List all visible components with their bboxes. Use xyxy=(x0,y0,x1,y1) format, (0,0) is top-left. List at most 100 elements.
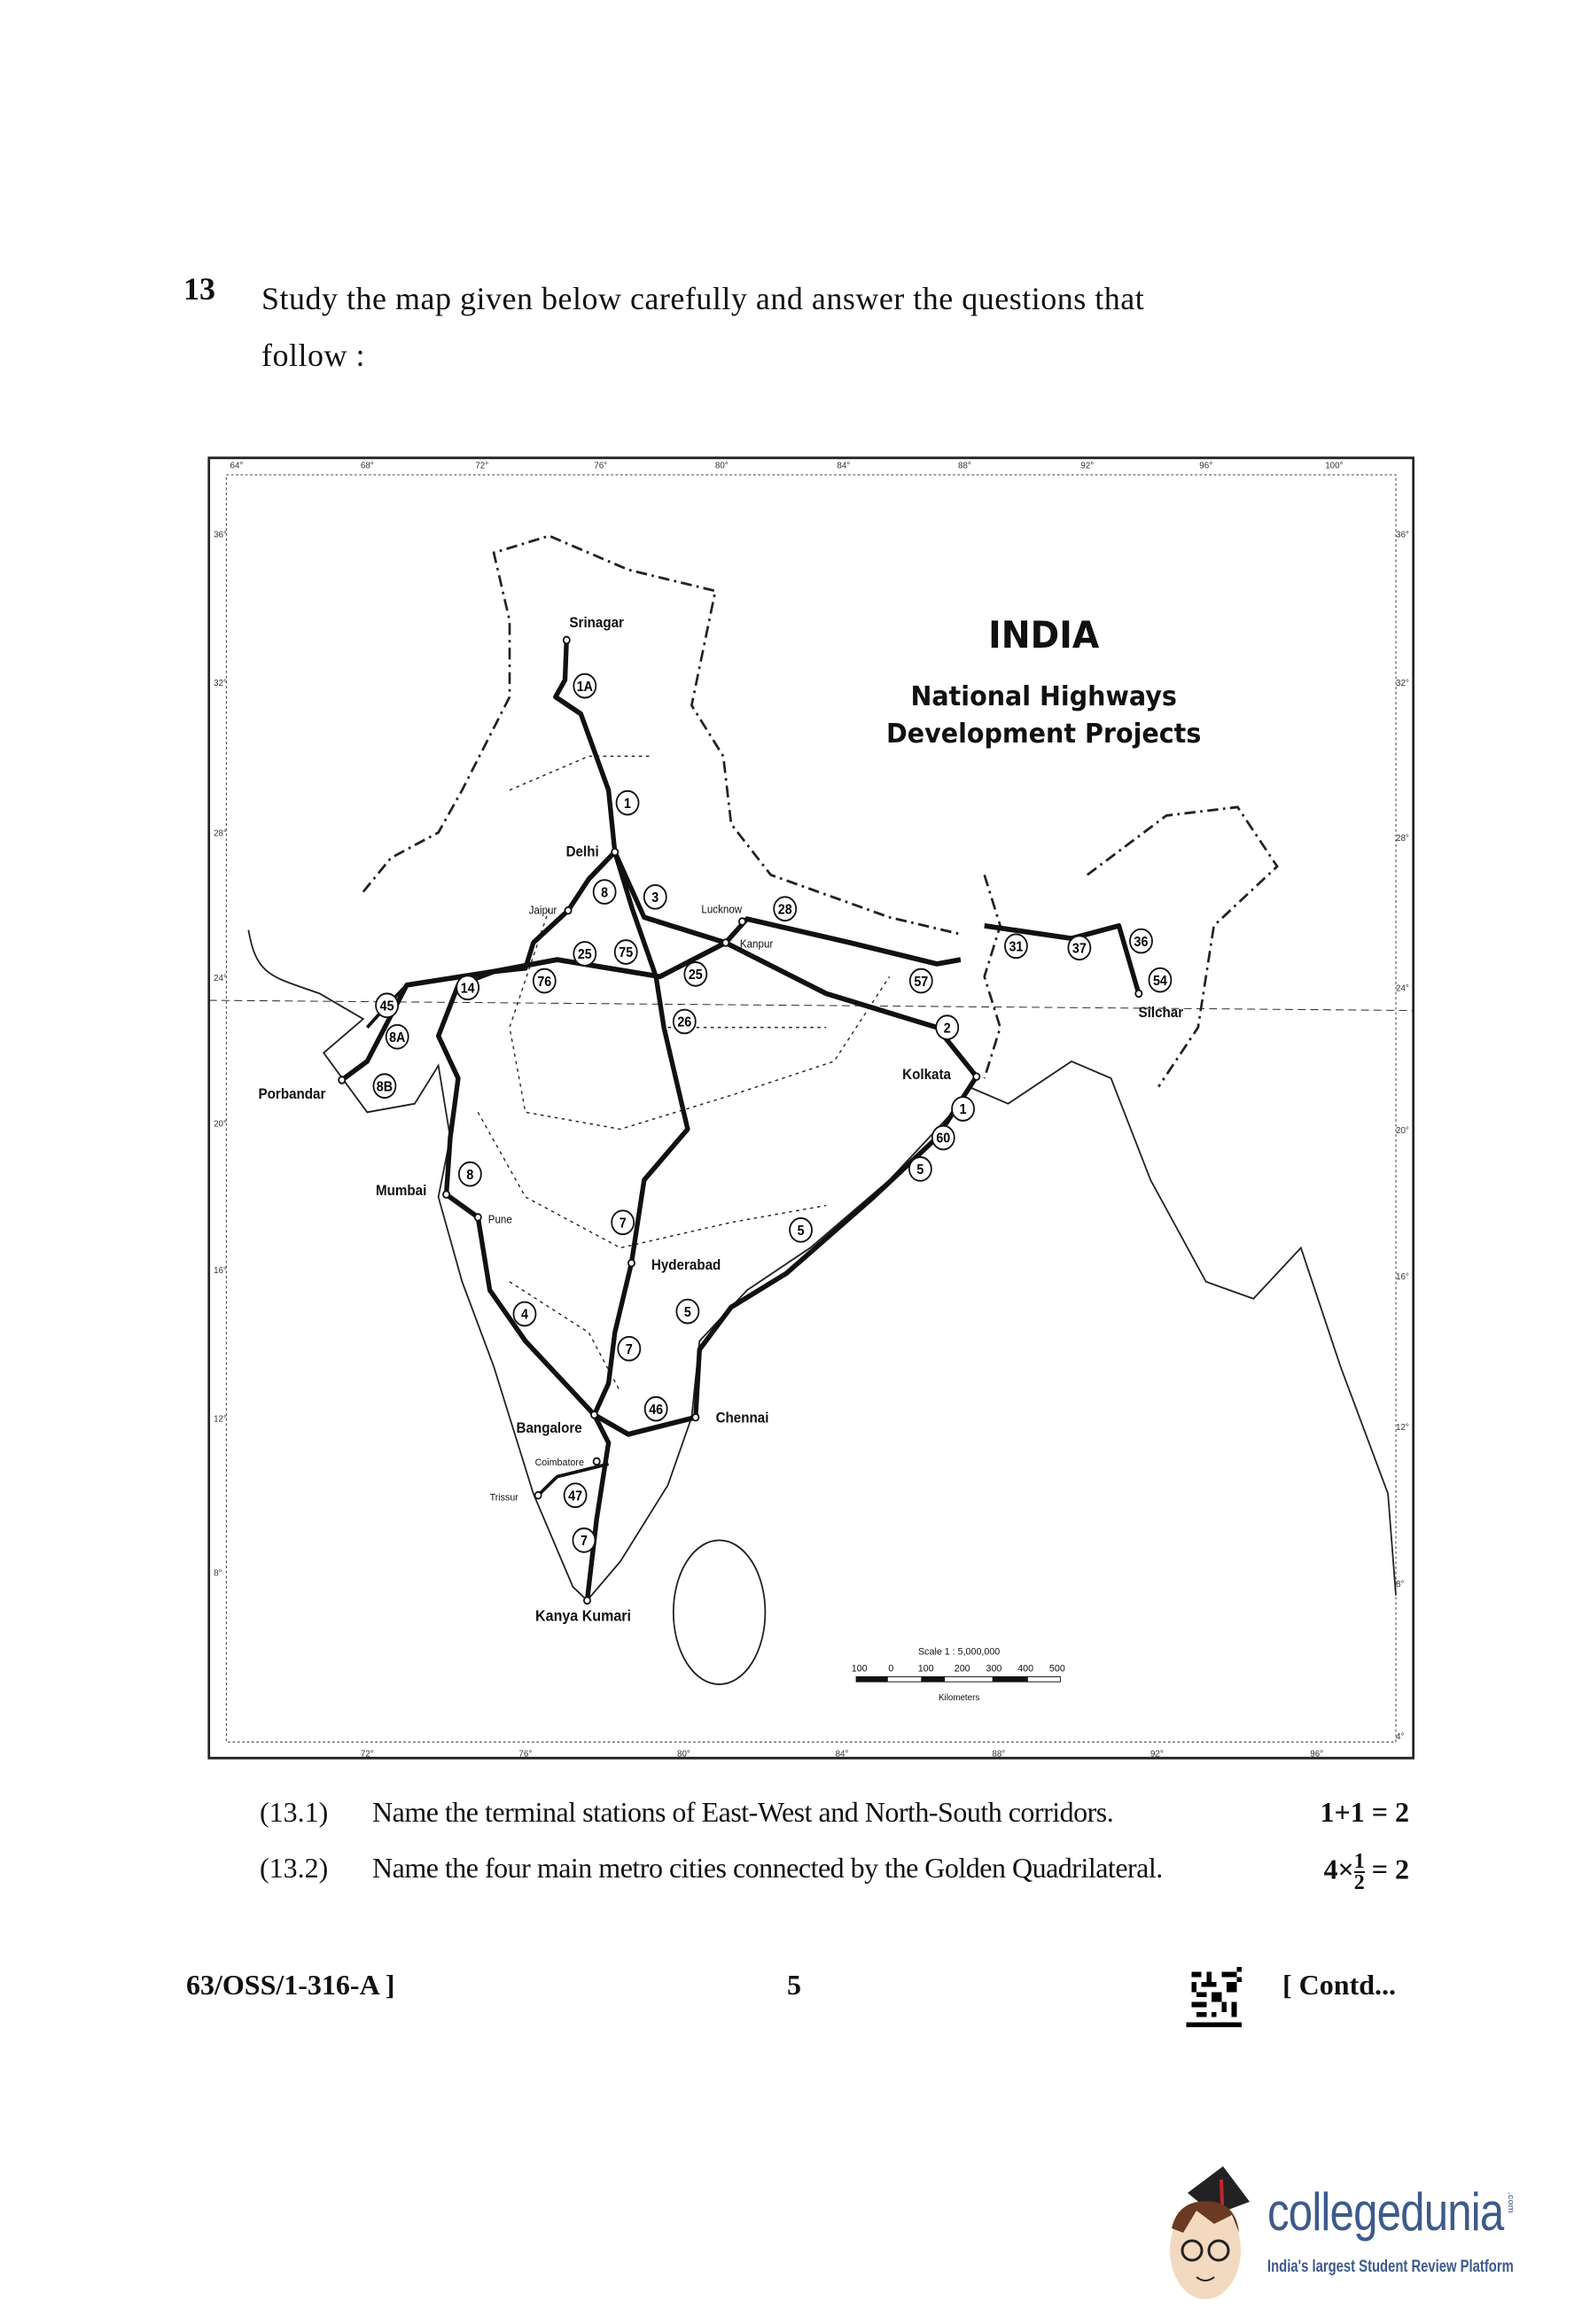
scale-bar-segment xyxy=(856,1676,888,1683)
subquestion-number: (13.2) xyxy=(260,1852,329,1884)
city-dot xyxy=(562,635,571,645)
highway-number-marker: 36 xyxy=(1129,928,1153,954)
highway-number-marker: 1 xyxy=(951,1096,975,1122)
latitude-label-right: 20° xyxy=(1396,1126,1409,1136)
latitude-label-left: 20° xyxy=(214,1119,227,1129)
page-number: 5 xyxy=(787,1969,801,2001)
scale-bar-segment xyxy=(992,1676,1028,1683)
coastline xyxy=(247,929,1397,1602)
highway-number: 8 xyxy=(466,1168,473,1183)
highway-number: 47 xyxy=(568,1489,582,1504)
scale-tick-label: 100 xyxy=(918,1663,934,1674)
highway-number-marker: 14 xyxy=(456,975,480,1001)
highway-number: 8B xyxy=(377,1080,394,1095)
latitude-label-right: 36° xyxy=(1396,530,1409,540)
subquestion-13-1: (13.1) Name the terminal stations of Eas… xyxy=(0,1796,1582,1831)
latitude-label-right: 28° xyxy=(1396,834,1409,843)
city-label: Lucknow xyxy=(701,903,742,915)
map-title: INDIA xyxy=(988,613,1100,657)
longitude-label-bottom: 72° xyxy=(361,1749,374,1759)
continued-label: [ Contd... xyxy=(1282,1969,1397,2001)
longitude-label-top: 80° xyxy=(715,461,729,470)
map-frame xyxy=(207,456,1414,1760)
longitude-label-top: 92° xyxy=(1080,461,1094,470)
highway-number-marker: 46 xyxy=(643,1395,668,1422)
highway-marker-circle xyxy=(683,961,708,987)
highway-marker-circle xyxy=(375,992,400,1019)
longitude-label-bottom: 84° xyxy=(836,1749,849,1759)
highway-number-marker: 75 xyxy=(613,939,638,965)
city-label: Srinagar xyxy=(569,616,624,632)
highway-network xyxy=(340,640,1142,1601)
highway-number: 14 xyxy=(461,982,476,997)
highway-number: 75 xyxy=(619,946,633,961)
scale-tick-label: 400 xyxy=(1017,1663,1033,1674)
subquestion-marks: 1+1 = 2 xyxy=(1314,1796,1409,1829)
city-label: Kanpur xyxy=(740,937,773,950)
latitude-label-right: 24° xyxy=(1396,983,1409,993)
longitude-label-bottom: 96° xyxy=(1310,1749,1323,1759)
highway-number-marker: 3 xyxy=(643,883,667,910)
highway-number: 25 xyxy=(578,948,592,963)
highway-number-marker: 26 xyxy=(672,1008,697,1035)
highway-number: 45 xyxy=(380,999,394,1014)
scale-ticks: 100 0 100 200 300 400 500 xyxy=(852,1663,1065,1674)
map-subtitle-2: Development Projects xyxy=(886,718,1201,749)
highway-number: 46 xyxy=(649,1403,663,1418)
scale-tick-label: 300 xyxy=(986,1663,1001,1674)
city-label: Porbandar xyxy=(259,1087,326,1103)
city-label: Trissur xyxy=(490,1492,519,1503)
map-scale: Scale 1 : 5,000,000 100 0 100 200 300 400 500 … xyxy=(852,1646,1065,1703)
highway-marker-circle xyxy=(615,789,640,816)
subquestion-text: Name the four main metro cities connecte… xyxy=(372,1852,1163,1884)
north-south-corridor xyxy=(553,640,690,1601)
highway-number: 7 xyxy=(581,1535,588,1550)
sri-lanka xyxy=(672,1539,767,1685)
highway-number-marker: 7 xyxy=(572,1527,596,1553)
city-dot xyxy=(592,1457,601,1466)
highway-marker-circle xyxy=(573,672,597,699)
highway-number: 8 xyxy=(601,886,608,901)
subquestion-13-2: (13.2) Name the four main metro cities c… xyxy=(0,1851,1582,1905)
highway-number-marker: 7 xyxy=(617,1335,642,1362)
highway-number: 1A xyxy=(577,680,594,695)
highway-marker-circle xyxy=(457,1161,482,1187)
highway-marker-circle xyxy=(931,1124,955,1151)
longitude-label-bottom: 92° xyxy=(1150,1749,1164,1759)
highway-marker-circle xyxy=(935,1014,960,1040)
highway-marker-circle xyxy=(672,1008,697,1035)
international-border xyxy=(362,534,1279,1088)
highway-number-marker: 45 xyxy=(375,992,400,1019)
question-text: Study the map given below carefully and … xyxy=(261,281,1145,373)
highway-marker-circle xyxy=(385,1023,409,1050)
highway-number: 7 xyxy=(620,1216,627,1232)
city-label: Pune xyxy=(488,1213,512,1225)
city-label: Kanya Kumari xyxy=(535,1607,631,1625)
longitude-label-bottom: 88° xyxy=(992,1749,1005,1759)
subquestion-text: Name the terminal stations of East-West … xyxy=(372,1796,1114,1828)
graticule-labels: 64° 68° 72° 76° 80° 84° 88° 92° 96° 100°72° 76° 80°… xyxy=(214,461,1409,1759)
city-label: Jaipur xyxy=(529,904,557,916)
latitude-label-right: 8° xyxy=(1396,1580,1404,1589)
highway-marker-circle xyxy=(643,883,667,910)
longitude-label-top: 88° xyxy=(958,461,971,470)
latitude-label-right: 4° xyxy=(1396,1732,1404,1742)
scale-tick-label: 0 xyxy=(888,1663,893,1674)
scale-bar-segment xyxy=(921,1676,946,1683)
longitude-label-top: 84° xyxy=(837,461,850,470)
highway-number: 31 xyxy=(1009,940,1023,955)
latitude-label-right: 32° xyxy=(1396,679,1409,688)
city-label: Bangalore xyxy=(517,1420,582,1436)
city-label: Delhi xyxy=(566,844,599,860)
highway-number: 37 xyxy=(1072,942,1087,957)
longitude-label-top: 76° xyxy=(594,461,607,470)
highway-number: 4 xyxy=(521,1308,529,1323)
qr-code xyxy=(1181,1967,1242,2027)
highway-marker-circle xyxy=(617,1335,642,1362)
scale-unit: Kilometers xyxy=(939,1693,979,1703)
highway-marker-circle xyxy=(789,1216,813,1243)
highway-number: 5 xyxy=(916,1163,923,1178)
city-dot xyxy=(721,938,730,947)
brand-tagline: India's largest Student Review Platform xyxy=(1267,2258,1514,2276)
collegedunia-watermark: collegedunia .com India's largest Studen… xyxy=(1152,2162,1578,2312)
